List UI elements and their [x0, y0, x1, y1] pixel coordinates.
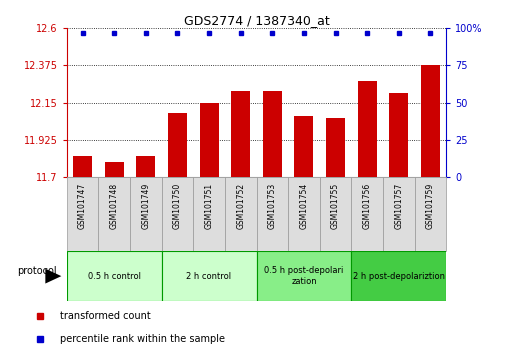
- Text: GSM101756: GSM101756: [363, 183, 372, 229]
- Text: 2 h post-depolariztion: 2 h post-depolariztion: [353, 272, 445, 281]
- Bar: [358, 81, 377, 177]
- Bar: [98, 177, 130, 251]
- Bar: [383, 177, 415, 251]
- Text: GSM101748: GSM101748: [110, 183, 119, 229]
- Text: GSM101747: GSM101747: [78, 183, 87, 229]
- Text: GSM101759: GSM101759: [426, 183, 435, 229]
- Bar: [225, 177, 256, 251]
- Bar: [389, 93, 408, 177]
- Bar: [136, 155, 155, 177]
- Polygon shape: [45, 269, 62, 284]
- Bar: [256, 251, 351, 301]
- Text: GSM101750: GSM101750: [173, 183, 182, 229]
- Bar: [256, 177, 288, 251]
- Text: transformed count: transformed count: [60, 311, 150, 321]
- Bar: [351, 251, 446, 301]
- Text: protocol: protocol: [16, 266, 56, 276]
- Bar: [231, 91, 250, 177]
- Bar: [415, 177, 446, 251]
- Text: 2 h control: 2 h control: [187, 272, 231, 281]
- Bar: [421, 65, 440, 177]
- Text: GSM101751: GSM101751: [205, 183, 213, 229]
- Bar: [168, 113, 187, 177]
- Title: GDS2774 / 1387340_at: GDS2774 / 1387340_at: [184, 14, 329, 27]
- Bar: [67, 177, 98, 251]
- Bar: [294, 116, 313, 177]
- Text: GSM101755: GSM101755: [331, 183, 340, 229]
- Bar: [73, 155, 92, 177]
- Bar: [105, 162, 124, 177]
- Text: 0.5 h control: 0.5 h control: [88, 272, 141, 281]
- Text: GSM101754: GSM101754: [300, 183, 308, 229]
- Bar: [326, 118, 345, 177]
- Text: GSM101749: GSM101749: [141, 183, 150, 229]
- Text: GSM101752: GSM101752: [236, 183, 245, 229]
- Text: GSM101753: GSM101753: [268, 183, 277, 229]
- Bar: [193, 177, 225, 251]
- Bar: [200, 103, 219, 177]
- Bar: [162, 251, 256, 301]
- Bar: [67, 251, 162, 301]
- Bar: [162, 177, 193, 251]
- Bar: [263, 91, 282, 177]
- Text: GSM101757: GSM101757: [394, 183, 403, 229]
- Text: percentile rank within the sample: percentile rank within the sample: [60, 334, 225, 344]
- Bar: [351, 177, 383, 251]
- Bar: [320, 177, 351, 251]
- Bar: [130, 177, 162, 251]
- Text: 0.5 h post-depolari
zation: 0.5 h post-depolari zation: [264, 267, 344, 286]
- Bar: [288, 177, 320, 251]
